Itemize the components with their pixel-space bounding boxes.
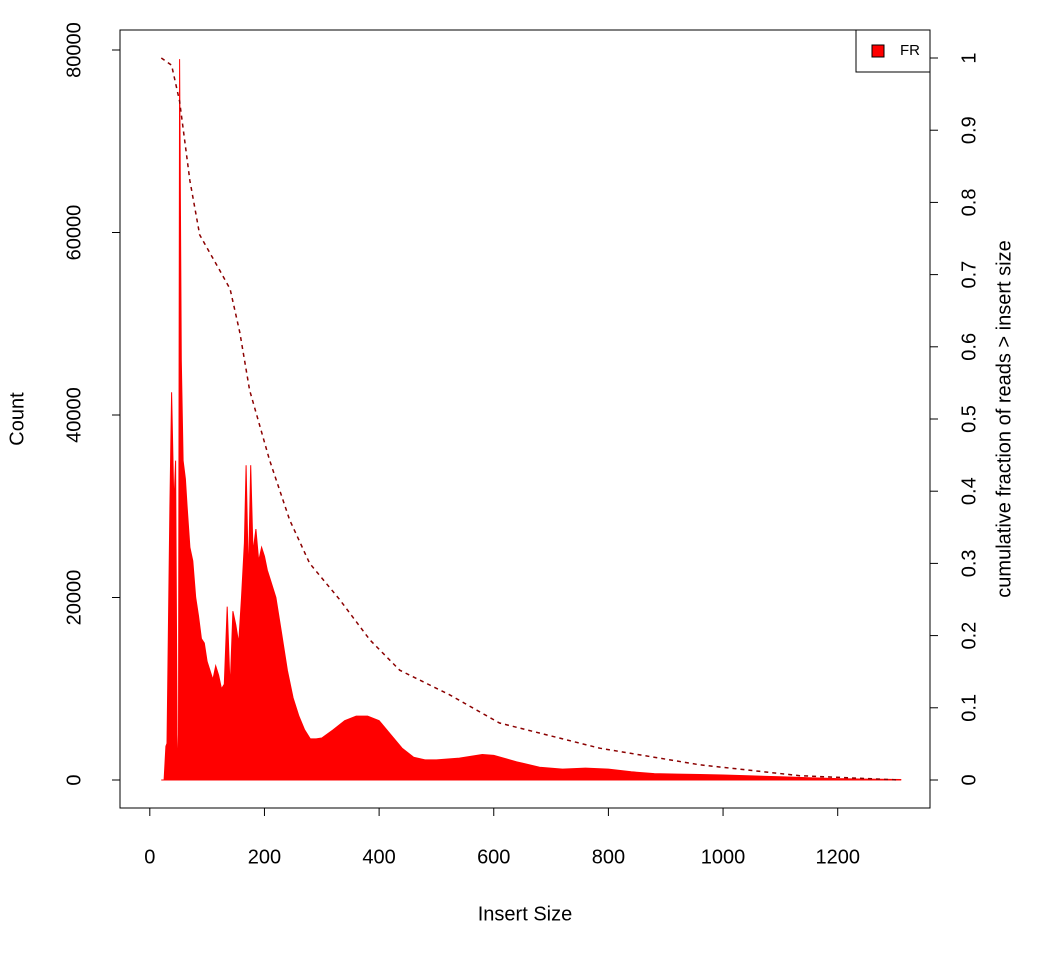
- y2-tick-label: 0.2: [958, 622, 980, 650]
- count-area: [161, 59, 902, 781]
- y-tick-label: 0: [63, 774, 85, 785]
- y2-axis-title: cumulative fraction of reads > insert si…: [993, 240, 1015, 597]
- y-tick-label: 20000: [63, 570, 85, 626]
- y-tick-label: 60000: [63, 205, 85, 261]
- x-tick-label: 1200: [815, 846, 860, 868]
- legend-swatch: [871, 44, 885, 58]
- y2-tick-label: 0.8: [958, 189, 980, 217]
- x-tick-label: 200: [248, 846, 281, 868]
- y-tick-label: 40000: [63, 387, 85, 443]
- y2-tick-label: 0.6: [958, 333, 980, 361]
- x-tick-label: 1000: [701, 846, 746, 868]
- y2-tick-label: 0: [958, 774, 980, 785]
- cumulative-line: [160, 57, 900, 781]
- x-tick-label: 400: [362, 846, 395, 868]
- y2-tick-label: 0.4: [958, 477, 980, 505]
- y-tick-label: 80000: [63, 22, 85, 78]
- legend-box: [855, 29, 931, 73]
- y-axis-title: Count: [6, 392, 28, 446]
- y2-tick-label: 0.7: [958, 261, 980, 289]
- legend-label: FR: [900, 42, 920, 59]
- x-tick-label: 0: [144, 846, 155, 868]
- y2-tick-label: 0.9: [958, 116, 980, 144]
- y2-tick-label: 1: [958, 52, 980, 63]
- y2-tick-label: 0.3: [958, 549, 980, 577]
- y2-tick-label: 0.1: [958, 694, 980, 722]
- x-tick-label: 800: [592, 846, 625, 868]
- y2-tick-label: 0.5: [958, 405, 980, 433]
- x-tick-label: 600: [477, 846, 510, 868]
- x-axis-title: Insert Size: [478, 903, 572, 925]
